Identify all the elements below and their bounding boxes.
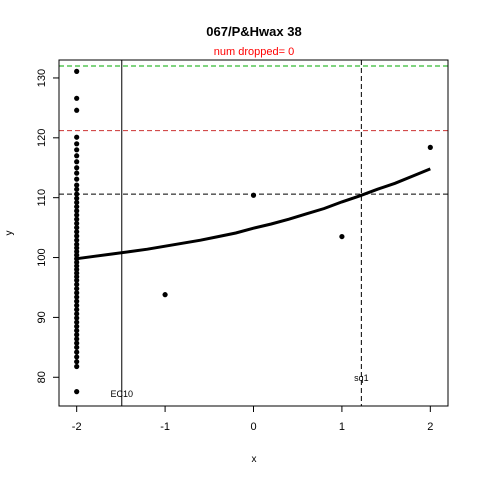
reference-lines: EC10 sq1 (59, 60, 448, 406)
data-point-6 (74, 153, 80, 159)
data-point-57 (162, 292, 168, 298)
data-point-25 (74, 241, 80, 247)
data-point-14 (74, 195, 80, 201)
data-point-53 (74, 354, 80, 360)
data-point-59 (339, 233, 345, 240)
data-point-10 (74, 176, 80, 182)
data-point-51 (74, 344, 80, 350)
data-point-48 (74, 332, 80, 338)
x-tick-label-1: -1 (160, 421, 170, 433)
data-point-27 (74, 248, 80, 255)
data-point-47 (74, 327, 80, 334)
data-point-40 (74, 298, 80, 304)
y-axis-label: y (4, 231, 15, 236)
data-point-21 (74, 225, 80, 231)
data-point-33 (74, 270, 80, 276)
data-point-54 (74, 359, 80, 365)
y-tick-label-3: 110 (36, 189, 48, 207)
y-axis: 80 90 100 110 120 130 (36, 69, 59, 383)
x-tick-label-2: 0 (250, 421, 256, 433)
x-axis: -2 -1 0 1 2 (72, 406, 433, 433)
data-point-8 (74, 165, 80, 171)
fitted-curve (76, 167, 431, 261)
y-tick-label-2: 100 (36, 248, 48, 266)
y-tick-label-0: 80 (36, 371, 48, 383)
data-point-15 (74, 199, 80, 206)
data-point-11 (74, 182, 80, 188)
data-point-2 (74, 107, 80, 113)
data-point-39 (74, 294, 80, 300)
plot-frame (58, 59, 449, 407)
fitted-curve-layer (76, 167, 431, 261)
data-point-34 (74, 274, 80, 280)
data-point-22 (74, 229, 80, 235)
vline-label-0: EC10 (111, 389, 134, 399)
data-point-30 (74, 259, 80, 265)
data-point-26 (74, 245, 80, 251)
y-tick-label-1: 90 (36, 311, 48, 323)
data-point-3 (74, 134, 80, 140)
data-point-32 (74, 266, 80, 273)
data-point-35 (74, 277, 80, 283)
data-point-0 (74, 68, 80, 74)
data-point-31 (74, 263, 80, 269)
data-point-41 (74, 302, 80, 309)
data-point-5 (74, 147, 80, 153)
data-point-20 (74, 220, 80, 227)
data-point-43 (74, 311, 80, 317)
data-point-60 (427, 144, 433, 150)
vline-label-1: sq1 (354, 373, 369, 383)
x-axis-label: x (252, 454, 257, 465)
data-point-28 (74, 252, 80, 258)
data-point-16 (74, 204, 80, 210)
data-point-1 (74, 95, 80, 101)
data-point-56 (74, 389, 80, 395)
data-point-19 (74, 216, 80, 222)
x-tick-label-0: -2 (72, 421, 82, 433)
data-point-46 (74, 323, 80, 329)
data-point-9 (74, 170, 80, 176)
data-point-37 (74, 286, 80, 292)
chart-subtitle: num dropped= 0 (214, 46, 294, 58)
chart-title: 067/P&Hwax 38 (206, 24, 301, 39)
data-point-18 (74, 212, 80, 218)
data-point-17 (74, 208, 80, 214)
data-point-7 (74, 159, 80, 165)
y-tick-label-5: 130 (36, 69, 48, 87)
data-point-42 (74, 307, 80, 313)
data-point-4 (74, 141, 80, 147)
data-point-29 (74, 256, 80, 262)
data-point-55 (74, 363, 80, 370)
data-point-49 (74, 336, 80, 342)
x-tick-label-3: 1 (339, 421, 345, 433)
data-point-58 (250, 192, 257, 198)
data-point-36 (74, 281, 80, 288)
data-point-12 (74, 186, 80, 192)
data-point-23 (74, 233, 80, 239)
data-points (74, 68, 433, 395)
data-point-24 (74, 237, 80, 243)
x-tick-label-4: 2 (427, 421, 433, 433)
data-point-44 (74, 315, 80, 321)
data-point-13 (74, 191, 80, 197)
data-point-38 (74, 290, 80, 296)
y-tick-label-4: 120 (36, 129, 48, 147)
data-point-45 (74, 319, 80, 325)
data-point-52 (74, 349, 80, 355)
data-point-50 (74, 340, 80, 346)
